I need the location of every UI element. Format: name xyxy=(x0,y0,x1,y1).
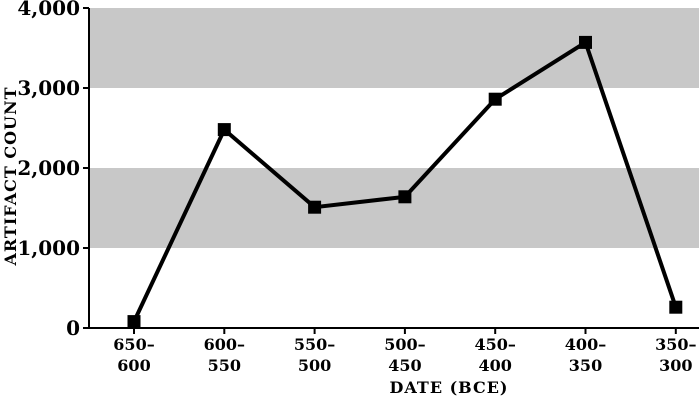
shaded-bands xyxy=(89,8,699,248)
x-tick-label-5: 400– 350 xyxy=(565,335,606,375)
data-point-4 xyxy=(488,92,502,106)
data-point-3 xyxy=(398,190,412,204)
data-point-2 xyxy=(308,200,322,214)
x-tick-label-line2-3: 450 xyxy=(388,356,421,375)
y-tick-label-3: 3,000 xyxy=(17,76,80,100)
data-point-0 xyxy=(127,315,141,329)
x-tick-label-line1-4: 450– xyxy=(474,335,515,354)
data-point-5 xyxy=(579,35,592,49)
y-axis: 0 1,000 2,000 3,000 4,000 xyxy=(17,0,90,340)
x-tick-label-6: 350– 300 xyxy=(655,335,696,375)
x-tick-label-line2-6: 300 xyxy=(659,356,692,375)
x-tick-label-line1-3: 500– xyxy=(384,335,425,354)
x-axis: 650– 600 600– 550 550– 500 500– 450 450– 400 400– 3… xyxy=(89,327,699,375)
y-tick-label-2: 2,000 xyxy=(17,156,80,180)
x-tick-label-line2-1: 550 xyxy=(208,356,241,375)
x-tick-label-line2-2: 500 xyxy=(298,356,331,375)
x-tick-label-line1-2: 550– xyxy=(294,335,335,354)
series-layer xyxy=(127,35,683,329)
x-tick-label-4: 450– 400 xyxy=(474,335,515,375)
y-tick-label-4: 4,000 xyxy=(17,0,80,20)
x-tick-label-line2-0: 600 xyxy=(117,356,150,375)
x-axis-title: DATE (BCE) xyxy=(390,378,509,397)
x-tick-label-line1-0: 650– xyxy=(113,335,154,354)
x-tick-label-1: 600– 550 xyxy=(204,335,245,375)
x-tick-label-line2-5: 350 xyxy=(569,356,602,375)
data-point-1 xyxy=(217,123,231,137)
x-tick-label-3: 500– 450 xyxy=(384,335,425,375)
x-tick-label-line1-5: 400– xyxy=(565,335,606,354)
x-tick-label-line1-6: 350– xyxy=(655,335,696,354)
x-tick-label-2: 550– 500 xyxy=(294,335,335,375)
y-tick-label-1: 1,000 xyxy=(17,236,80,260)
x-tick-label-line2-4: 400 xyxy=(478,356,511,375)
x-tick-label-line1-1: 600– xyxy=(204,335,245,354)
y-axis-title: ARTIFACT COUNT xyxy=(1,86,20,266)
data-point-6 xyxy=(669,300,683,314)
band-0 xyxy=(89,168,699,248)
y-tick-label-0: 0 xyxy=(66,316,80,340)
band-1 xyxy=(89,8,699,88)
x-tick-label-0: 650– 600 xyxy=(113,335,154,375)
